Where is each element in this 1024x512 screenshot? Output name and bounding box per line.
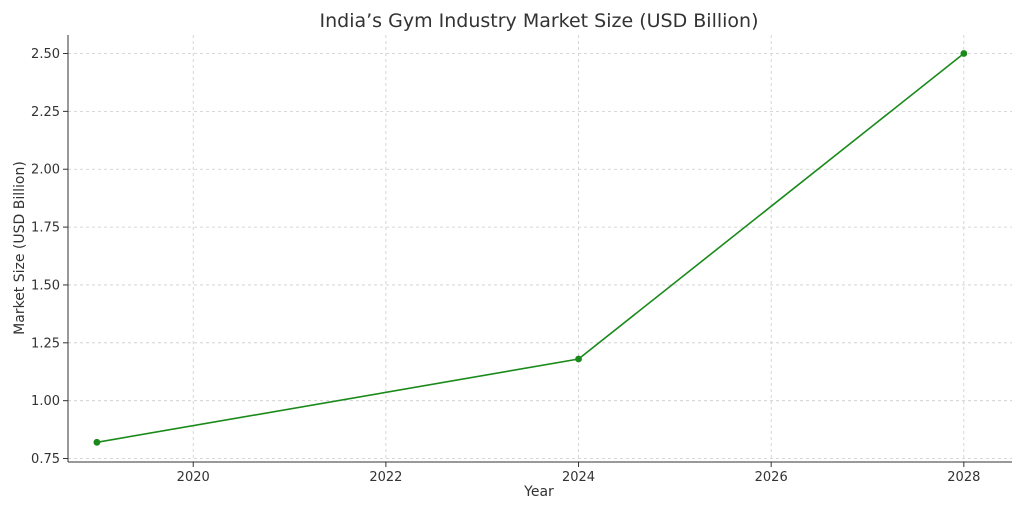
y-tick-label: 1.50 [31,278,60,293]
y-tick-label: 2.50 [31,47,60,62]
x-tick-label: 2020 [177,470,210,485]
grid [68,35,1012,462]
chart-title: India’s Gym Industry Market Size (USD Bi… [320,10,759,32]
x-tick-label: 2022 [369,470,402,485]
x-axis-label: Year [523,484,554,500]
data-point [575,355,582,363]
x-tick-label: 2024 [562,470,595,485]
data-point [960,50,968,57]
y-tick-label: 2.00 [31,163,60,178]
y-tick-label: 1.75 [31,221,60,236]
y-tick-label: 1.25 [31,336,60,351]
x-tick-label: 2028 [947,470,980,485]
y-tick-label: 0.75 [31,452,60,467]
y-tick-label: 2.25 [31,105,60,120]
axes: 2020 2022 2024 2026 2028 0.75 1.00 1.25 1.50 1.75… [31,35,1012,485]
y-tick-label: 1.00 [31,394,60,409]
series-layer [93,50,968,446]
series-line [96,52,965,444]
y-axis-label: Market Size (USD Billion) [12,161,28,335]
data-point [93,438,101,446]
x-tick-label: 2026 [755,470,788,485]
